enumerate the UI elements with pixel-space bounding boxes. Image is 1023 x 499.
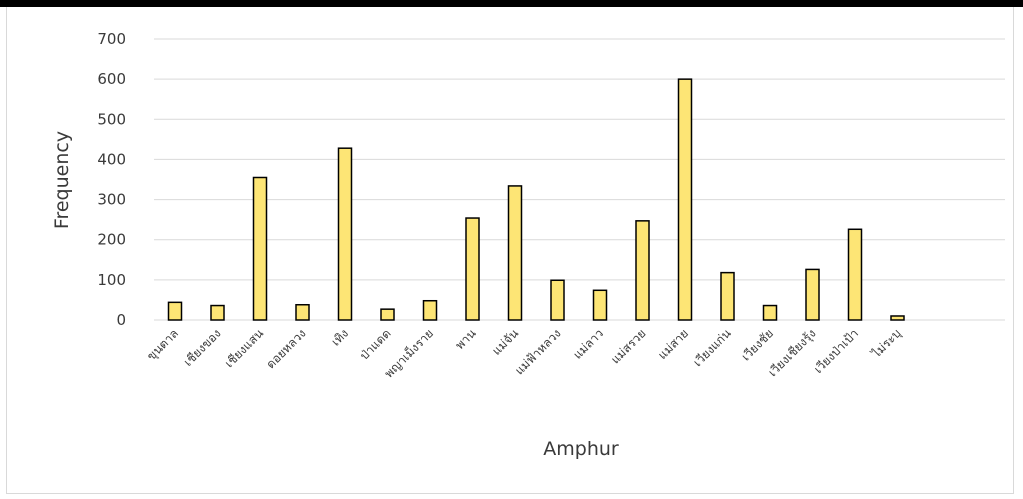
- x-axis-title: Amphur: [543, 438, 619, 460]
- bar: [762, 304, 778, 321]
- bar: [677, 78, 693, 321]
- bars: [167, 78, 905, 321]
- bar: [847, 228, 863, 321]
- x-tick-label: ดอยหลวง: [263, 326, 308, 371]
- x-tick-label: พาน: [453, 326, 479, 352]
- x-tick-label: เชียงแสน: [222, 326, 266, 370]
- y-tick-label: 100: [97, 271, 126, 289]
- x-tick-label: เชียงของ: [181, 326, 224, 369]
- bar: [337, 147, 353, 321]
- y-tick-label: 0: [116, 311, 126, 329]
- top-border: [0, 0, 1023, 7]
- bar: [422, 299, 438, 321]
- y-axis-title: Frequency: [51, 131, 73, 229]
- y-tick-label: 500: [97, 110, 126, 128]
- x-tick-label: เวียงแก่น: [691, 326, 734, 369]
- bar: [380, 308, 395, 321]
- x-tick-label: ขุนตาล: [144, 326, 182, 364]
- y-tick-labels: 0 100 200 300 400 500 600 700: [97, 30, 126, 329]
- bar: [550, 279, 565, 321]
- bar: [465, 217, 480, 321]
- bar: [592, 289, 608, 321]
- bar: [805, 268, 820, 321]
- x-tick-label: แม่สาย: [655, 326, 691, 362]
- y-tick-label: 400: [97, 150, 126, 168]
- x-tick-label: เทิง: [329, 326, 352, 349]
- x-tick-label: เวียงป่าเป้า: [811, 326, 861, 376]
- bar: [890, 315, 905, 321]
- y-tick-label: 200: [97, 231, 126, 249]
- x-tick-label: แม่ฟ้าหลวง: [512, 326, 563, 377]
- y-tick-label: 600: [97, 70, 126, 88]
- x-tick-label: เวียงชัย: [739, 326, 776, 363]
- bar: [635, 220, 650, 321]
- bar: [167, 301, 183, 321]
- bar: [210, 304, 225, 321]
- x-tick-label: แม่สรวย: [608, 326, 648, 366]
- x-tick-label: แม่ลาว: [570, 326, 606, 362]
- bar: [252, 176, 268, 321]
- x-tick-label: ไม่ระบุ: [869, 326, 905, 362]
- gridlines: [154, 38, 1005, 321]
- bar: [507, 185, 523, 321]
- y-tick-label: 700: [97, 30, 126, 48]
- y-tick-label: 300: [97, 191, 126, 209]
- x-tick-label: แม่จัน: [489, 326, 521, 358]
- bar: [295, 303, 310, 321]
- bar: [720, 271, 735, 321]
- x-tick-label: ป่าแดด: [357, 326, 394, 363]
- chart-frame: [6, 7, 1014, 494]
